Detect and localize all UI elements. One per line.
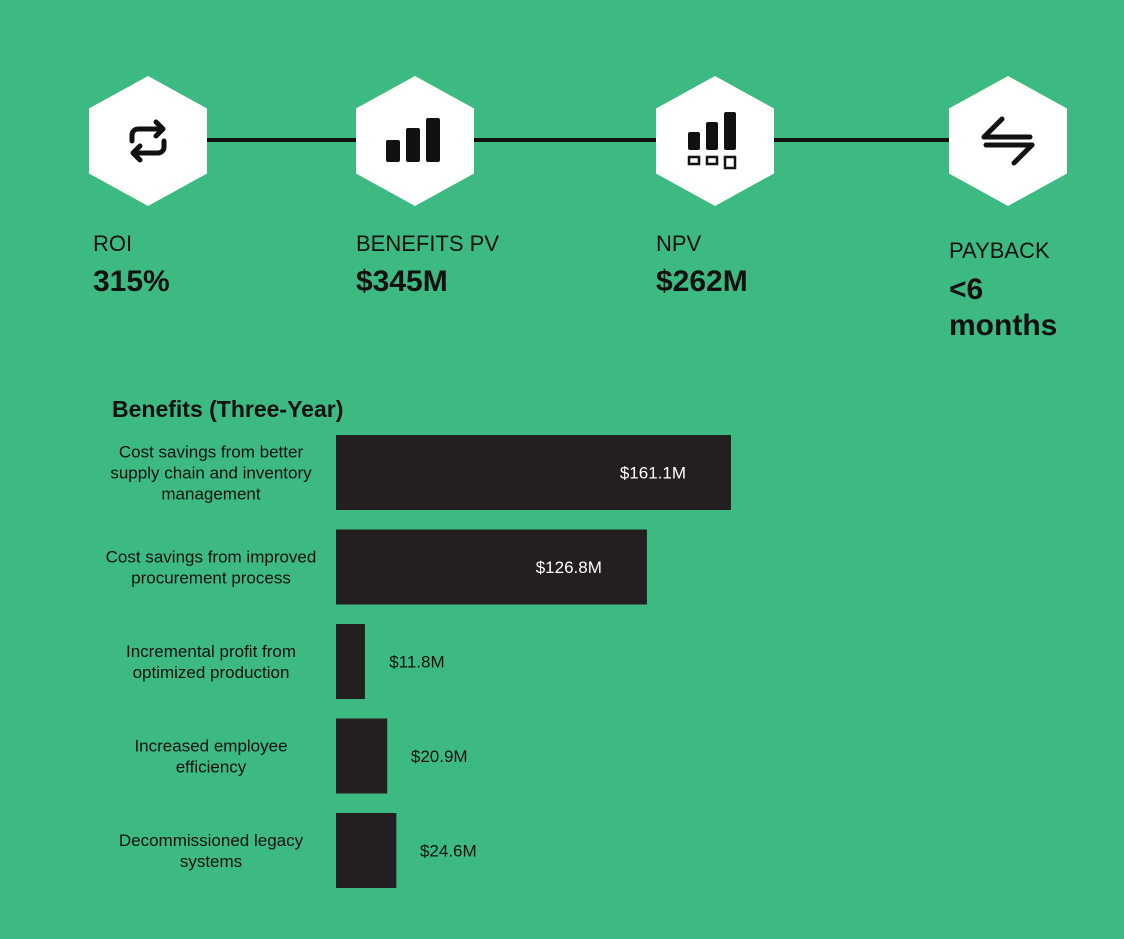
benefits-pv-label: BENEFITS PV bbox=[356, 231, 500, 256]
roi-value: 315% bbox=[93, 265, 170, 298]
data-label-1: $126.8M bbox=[536, 558, 602, 577]
bar-chart-boxes-icon bbox=[687, 112, 737, 170]
payback-label: PAYBACK bbox=[949, 238, 1050, 263]
chart-title: Benefits (Three-Year) bbox=[112, 396, 344, 422]
category-label-3: Increased employee efficiency bbox=[134, 737, 287, 777]
npv-hexagon bbox=[656, 76, 774, 206]
benefits-pv-value: $345M bbox=[356, 265, 448, 298]
payback-value-line2: months bbox=[949, 309, 1058, 342]
payback-value-line1: <6 bbox=[949, 273, 984, 306]
roi-label: ROI bbox=[93, 231, 133, 256]
category-label-1: Cost savings from improved procurement pr… bbox=[106, 548, 317, 588]
bar-3 bbox=[336, 718, 388, 794]
data-label-3: $20.9M bbox=[411, 747, 468, 766]
connector-line bbox=[148, 138, 1008, 142]
data-label-0: $161.1M bbox=[620, 464, 686, 483]
bar-1 bbox=[336, 529, 647, 605]
category-label-4: Decommissioned legacy systems bbox=[119, 831, 304, 871]
npv-value: $262M bbox=[656, 265, 748, 298]
bar-4 bbox=[336, 813, 397, 888]
bar-chart-icon bbox=[386, 118, 440, 162]
data-label-4: $24.6M bbox=[420, 842, 477, 861]
category-label-2: Incremental profit from optimized product… bbox=[126, 642, 296, 682]
exchange-arrows-icon bbox=[981, 116, 1035, 166]
bar-2 bbox=[336, 624, 365, 699]
data-label-2: $11.8M bbox=[389, 653, 444, 672]
category-label-0: Cost savings from better supply chain and… bbox=[110, 443, 312, 504]
bar-0 bbox=[336, 435, 731, 510]
npv-label: NPV bbox=[656, 231, 702, 256]
repeat-icon bbox=[129, 119, 167, 163]
